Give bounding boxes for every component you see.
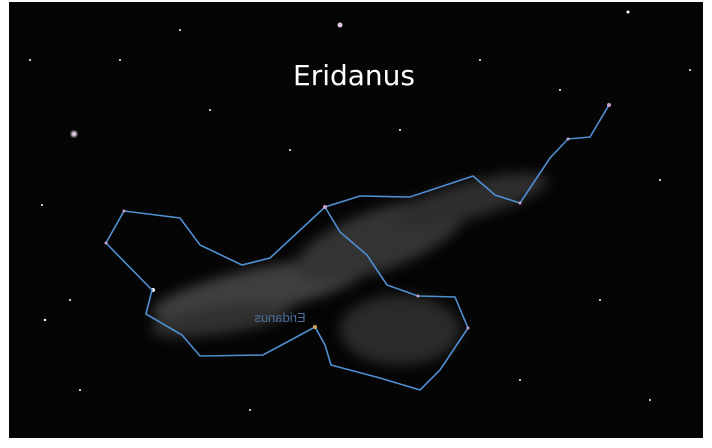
title: Eridanus <box>293 59 415 92</box>
page: Eridanus Eridanus (() => { const data = … <box>0 0 712 448</box>
constellation-label: Eridanus <box>254 310 306 325</box>
sky-view: Eridanus Eridanus <box>0 0 712 448</box>
